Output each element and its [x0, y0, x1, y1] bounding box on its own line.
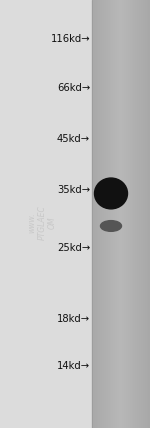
Text: 116kd→: 116kd→	[50, 33, 90, 44]
Text: 35kd→: 35kd→	[57, 185, 90, 196]
Text: 45kd→: 45kd→	[57, 134, 90, 144]
Text: www.
PTGLAEC
OM: www. PTGLAEC OM	[27, 205, 57, 240]
Ellipse shape	[94, 178, 128, 209]
Text: 14kd→: 14kd→	[57, 361, 90, 371]
Text: 18kd→: 18kd→	[57, 314, 90, 324]
Ellipse shape	[100, 221, 122, 231]
Text: 25kd→: 25kd→	[57, 243, 90, 253]
Text: 66kd→: 66kd→	[57, 83, 90, 93]
